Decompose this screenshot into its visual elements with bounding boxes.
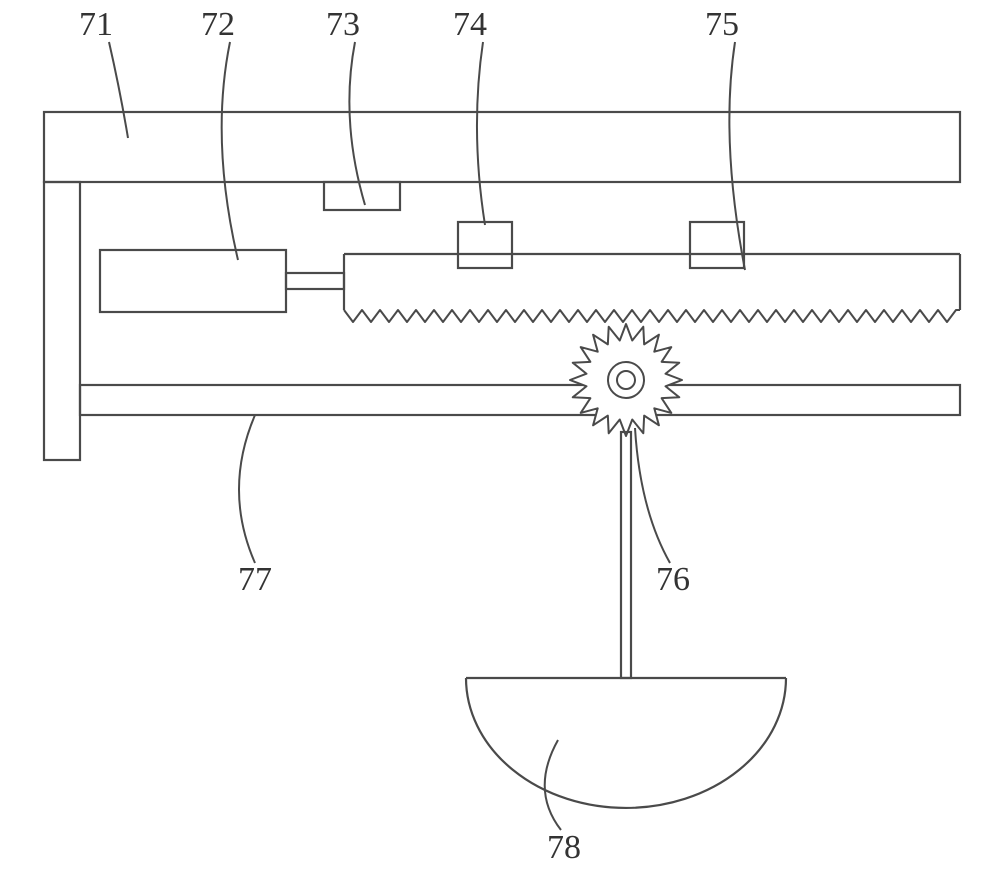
label-77: 77 [238,561,272,598]
label-75: 75 [705,6,739,43]
label-73: 73 [326,6,360,43]
label-71: 71 [79,6,113,43]
label-78: 78 [547,829,581,866]
label-74: 74 [453,6,487,43]
label-76: 76 [656,561,690,598]
label-72: 72 [201,6,235,43]
